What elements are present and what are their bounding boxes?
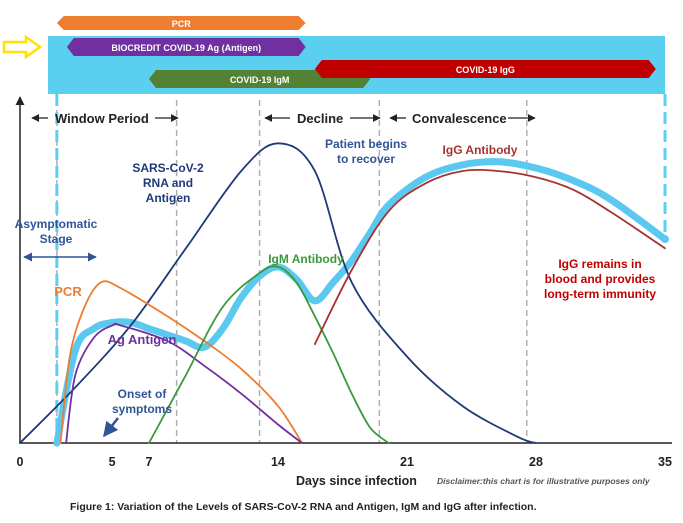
point-total-end: [661, 235, 669, 244]
series-ag-antigen: [65, 322, 303, 444]
series-igm-antibody: [148, 265, 390, 444]
series-sars-cov-2-rna-and-antigen: [19, 142, 537, 444]
rna-antigen-label: SARS-CoV-2 RNA and Antigen: [132, 161, 204, 205]
series-igg-antibody: [314, 168, 666, 345]
figure-caption: Figure 1: Variation of the Levels of SAR…: [70, 501, 537, 513]
curves: [19, 142, 669, 447]
convalescence-label: Convalescence: [412, 111, 507, 126]
decline-label: Decline: [297, 111, 343, 126]
point-total-start: [53, 439, 61, 447]
patient-recover-label: Patient begins to recover: [325, 137, 407, 166]
x-tick-label: 14: [271, 455, 285, 469]
test-bar-label: BIOCREDIT COVID-19 Ag (Antigen): [111, 43, 261, 53]
test-bar-pcr: [56, 16, 306, 30]
test-bar-label: COVID-19 IgG: [456, 65, 515, 75]
x-tick-label: 5: [109, 455, 116, 469]
pointer-arrow-icon: [2, 34, 43, 60]
window-period-label: Window Period: [55, 111, 149, 126]
pcr-label: PCR: [54, 284, 82, 299]
test-bar-label: PCR: [172, 19, 192, 29]
x-tick-label: 28: [529, 455, 543, 469]
test-bar-covid-19-igm: [149, 70, 371, 88]
series-pcr: [59, 280, 303, 444]
test-bar-covid-19-igg: [314, 60, 656, 78]
x-tick-label: 7: [146, 455, 153, 469]
x-tick-labels: 0 5 7 14 21 28 35: [17, 455, 672, 469]
onset-label: Onset of symptoms: [112, 387, 172, 416]
x-axis-label: Days since infection: [296, 474, 417, 488]
test-bar-label: COVID-19 IgM: [230, 75, 290, 85]
onset-arrow: [103, 417, 119, 438]
test-bars: PCR BIOCREDIT COVID-19 Ag (Antigen) COVID-…: [56, 16, 656, 88]
asymptomatic-label: Asymptomatic Stage: [15, 217, 98, 246]
ag-antigen-label: Ag Antigen: [108, 332, 177, 347]
igg-remains-label: IgG remains in blood and provides long-ter…: [544, 257, 656, 301]
disclaimer: Disclaimer:this chart is for illustrativ…: [437, 476, 651, 486]
test-bar-biocredit-covid-19-ag-antigen: [66, 38, 306, 56]
x-tick-label: 35: [658, 455, 672, 469]
annotations: Patient begins to recover SARS-CoV-2 RNA an…: [15, 137, 657, 416]
igg-label: IgG Antibody: [443, 143, 518, 157]
x-tick-label: 0: [17, 455, 24, 469]
igm-label: IgM Antibody: [268, 252, 344, 266]
x-tick-label: 21: [400, 455, 414, 469]
